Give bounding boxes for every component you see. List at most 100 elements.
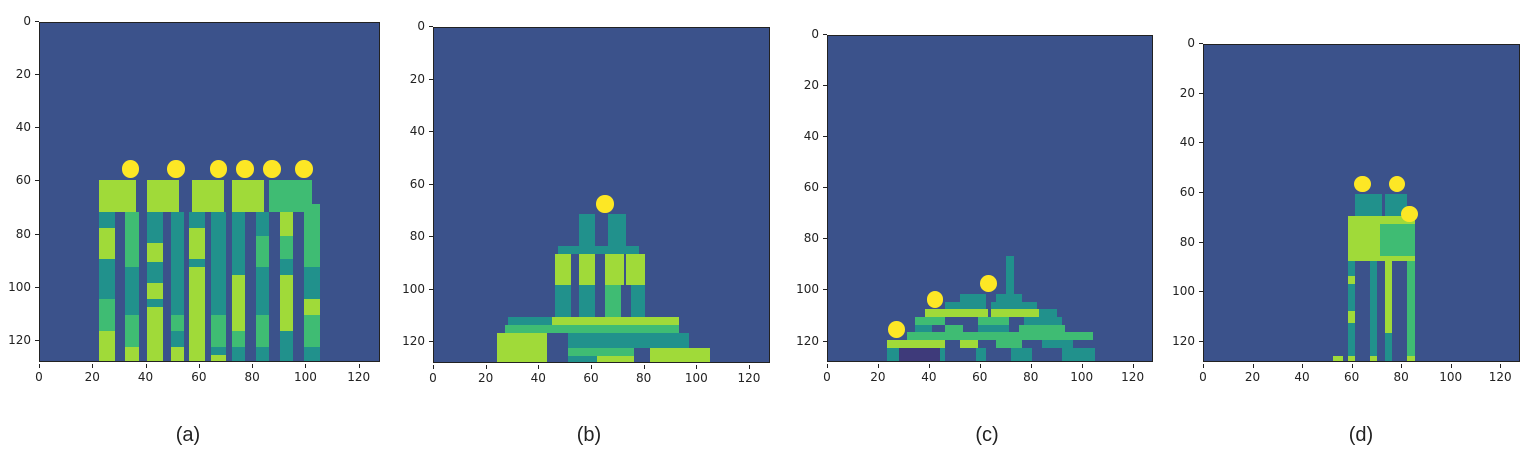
y-tick-label: 80 <box>1159 235 1203 249</box>
block <box>605 285 621 317</box>
block <box>631 285 645 317</box>
block <box>146 299 163 308</box>
block <box>1347 276 1356 284</box>
block <box>1355 194 1383 217</box>
block <box>960 294 986 302</box>
block <box>255 315 270 348</box>
block <box>914 317 946 325</box>
block <box>189 211 206 228</box>
y-tick-label: 80 <box>389 229 433 243</box>
block <box>945 324 963 333</box>
block <box>231 179 264 212</box>
block <box>189 259 206 268</box>
block <box>1041 340 1073 348</box>
heatmap-plot-b <box>433 27 770 363</box>
y-tick-label: 20 <box>783 78 827 92</box>
y-tick-label: 40 <box>1159 135 1203 149</box>
x-tick-label: 0 <box>19 364 59 384</box>
block <box>578 214 595 246</box>
target-blob <box>236 160 254 178</box>
target-blob <box>888 321 906 339</box>
y-tick-label: 80 <box>783 231 827 245</box>
x-tick-label: 120 <box>729 365 769 385</box>
x-tick-label: 40 <box>126 364 166 384</box>
block <box>231 347 246 361</box>
block <box>189 267 206 361</box>
block <box>146 243 163 263</box>
block <box>125 267 139 316</box>
block <box>1379 216 1415 224</box>
x-tick-label: 20 <box>858 364 898 384</box>
y-tick-label: 120 <box>389 334 433 348</box>
block <box>146 211 163 244</box>
x-tick-label: 60 <box>179 364 219 384</box>
block <box>1347 323 1356 361</box>
block <box>231 211 246 276</box>
block <box>125 211 139 268</box>
block <box>303 267 320 300</box>
block <box>1407 261 1415 361</box>
x-tick-label: 80 <box>232 364 272 384</box>
block <box>170 315 184 332</box>
target-blob <box>596 195 614 213</box>
target-blob <box>262 160 281 178</box>
target-blob <box>1401 205 1418 223</box>
y-tick-label: 0 <box>783 27 827 41</box>
block <box>146 179 179 212</box>
y-tick-label: 120 <box>783 334 827 348</box>
heatmap-plot-a <box>39 22 380 362</box>
block <box>924 309 989 317</box>
block <box>1006 255 1014 295</box>
y-tick-label: 80 <box>0 227 39 241</box>
block <box>210 347 227 356</box>
block <box>210 355 227 361</box>
x-tick-label: 0 <box>1183 364 1223 384</box>
block <box>1369 355 1378 361</box>
y-tick-label: 0 <box>0 14 39 28</box>
x-tick-label: 40 <box>518 365 558 385</box>
block <box>1379 256 1415 262</box>
block <box>231 275 246 332</box>
x-tick-label: 60 <box>960 364 1000 384</box>
block <box>170 331 184 348</box>
block <box>555 285 571 317</box>
block <box>960 340 979 348</box>
block <box>505 324 679 333</box>
x-tick-label: 120 <box>1480 364 1520 384</box>
block <box>886 340 946 348</box>
x-tick-label: 0 <box>413 365 453 385</box>
block <box>978 317 1009 325</box>
x-tick-label: 80 <box>1381 364 1421 384</box>
block <box>279 235 294 260</box>
block <box>1369 261 1378 361</box>
block <box>1407 355 1415 361</box>
x-tick-label: 120 <box>1113 364 1153 384</box>
block <box>649 348 711 362</box>
block <box>98 299 115 332</box>
block <box>568 332 690 349</box>
x-tick-label: 100 <box>1431 364 1471 384</box>
block <box>1384 261 1393 334</box>
block <box>996 340 1022 348</box>
x-tick-label: 20 <box>1233 364 1273 384</box>
block <box>303 299 320 316</box>
block <box>914 324 933 333</box>
block <box>98 211 115 228</box>
block <box>279 259 294 276</box>
block <box>557 245 640 254</box>
block <box>303 315 320 348</box>
x-tick-label: 80 <box>1011 364 1051 384</box>
block <box>497 332 548 362</box>
block <box>1347 355 1356 361</box>
target-blob <box>1388 175 1406 193</box>
y-tick-label: 60 <box>0 173 39 187</box>
block <box>279 331 294 361</box>
block <box>607 214 627 246</box>
block <box>231 331 246 348</box>
y-tick-label: 40 <box>783 129 827 143</box>
caption-c: (c) <box>975 424 999 446</box>
block <box>991 301 1037 310</box>
block <box>578 285 595 317</box>
block <box>906 332 1093 340</box>
block <box>996 294 1022 302</box>
